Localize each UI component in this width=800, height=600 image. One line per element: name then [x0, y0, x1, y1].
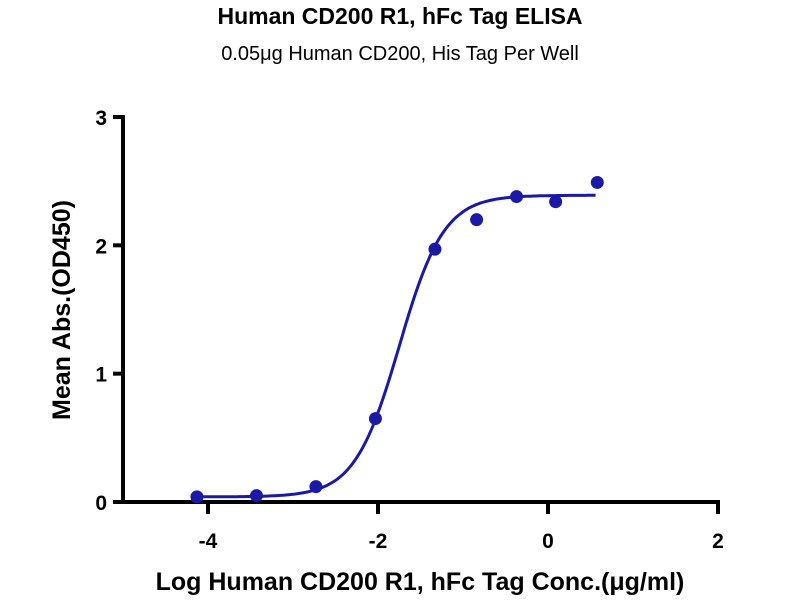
chart-subtitle: 0.05μg Human CD200, His Tag Per Well [221, 43, 579, 65]
x-axis-label: Log Human CD200 R1, hFc Tag Conc.(μg/ml) [156, 568, 685, 596]
data-point [428, 242, 442, 256]
data-point [309, 480, 323, 494]
data-point [368, 412, 382, 426]
data-point [470, 213, 484, 227]
fit-curve [197, 193, 596, 499]
data-point [249, 489, 263, 503]
y-tick-label: 1 [95, 364, 107, 387]
x-tick-label: 2 [712, 530, 724, 553]
data-point [549, 195, 563, 209]
data-point [190, 490, 204, 504]
x-tick-label: 0 [542, 530, 554, 553]
data-point [590, 175, 604, 189]
y-tick-label: 2 [95, 235, 107, 258]
chart-title: Human CD200 R1, hFc Tag ELISA [217, 3, 582, 29]
y-axis-label: Mean Abs.(OD450) [48, 200, 76, 420]
x-tick-label: -2 [369, 530, 388, 553]
y-tick-label: 0 [95, 492, 107, 515]
data-point [510, 190, 524, 204]
x-tick-label: -4 [199, 530, 218, 553]
y-tick-label: 3 [95, 107, 107, 130]
